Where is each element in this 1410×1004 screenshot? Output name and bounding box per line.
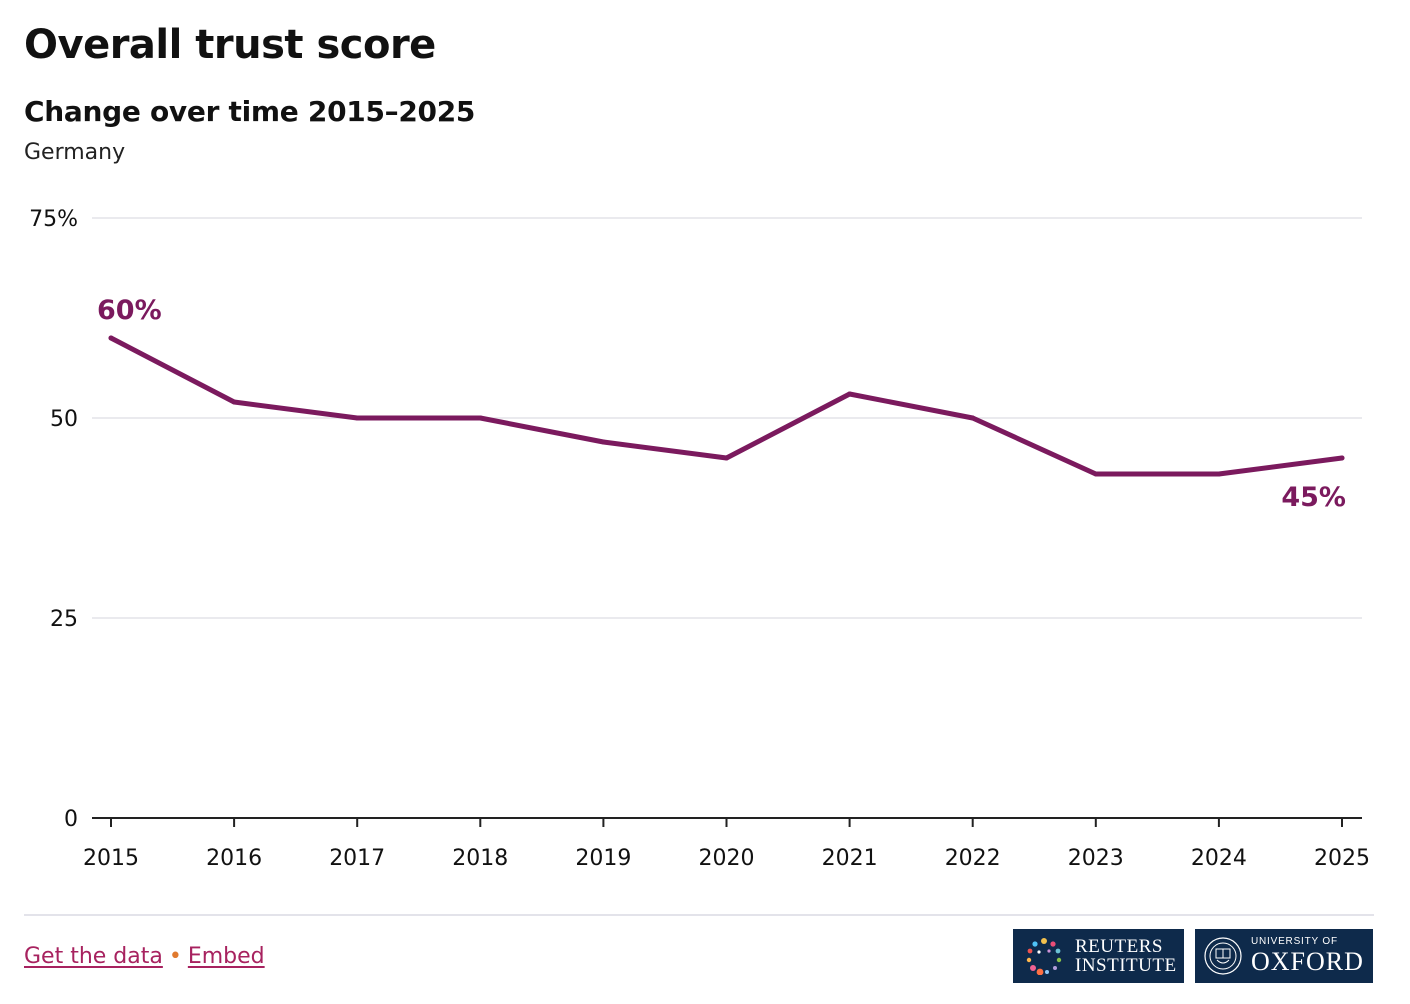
data-point [1093,471,1099,477]
x-tick-label: 2023 [1068,846,1124,871]
trust-score-line [108,335,1345,477]
get-the-data-link[interactable]: Get the data [24,944,163,969]
data-point [1216,471,1222,477]
x-tick-label: 2022 [945,846,1001,871]
oxford-crest-icon [1204,937,1242,975]
x-tick-label: 2019 [575,846,631,871]
label-layer: 60% 45% [97,295,1346,513]
data-point [970,415,976,421]
axis-layer: 0 25 50 75% 2015 2016 2017 2018 2019 2020 2021 2022… [29,207,1370,871]
x-tick-label: 2024 [1191,846,1247,871]
university-of-oxford-logo[interactable]: UNIVERSITY OF OXFORD [1195,929,1373,983]
line-chart: 0 25 50 75% 2015 2016 2017 2018 2019 2020 2021 2022… [29,207,1370,871]
grid-layer [92,217,1362,619]
embed-link[interactable]: Embed [187,944,265,969]
data-point [231,399,237,405]
data-point [354,415,360,421]
footer-divider [24,914,1374,916]
reuters-logo-line2: INSTITUTE [1075,955,1177,976]
chart-country-label: Germany [24,140,126,165]
data-point [108,335,114,341]
data-point [477,415,483,421]
footer-links: Get the data • Embed [24,944,265,969]
y-tick-label: 0 [64,807,78,832]
oxford-logo-text: UNIVERSITY OF OXFORD [1251,937,1364,975]
data-label: 60% [97,295,162,326]
x-tick-label: 2018 [452,846,508,871]
x-tick-label: 2021 [822,846,878,871]
data-point [1339,455,1345,461]
reuters-institute-logo[interactable]: REUTERS INSTITUTE [1013,929,1184,983]
x-tick-label: 2015 [83,846,139,871]
chart-subtitle: Change over time 2015–2025 [24,95,476,128]
x-tick-label: 2017 [329,846,385,871]
x-tick-label: 2020 [699,846,755,871]
reuters-logo-text: REUTERS INSTITUTE [1075,937,1177,975]
reuters-dots-icon [1026,938,1062,975]
data-point [724,455,729,461]
footer-separator: • [168,944,182,969]
oxford-logo-line2: OXFORD [1251,947,1364,976]
y-tick-label: 75% [29,207,78,232]
data-point [847,391,853,397]
oxford-logo-line1: UNIVERSITY OF [1251,936,1338,947]
y-tick-label: 50 [50,407,78,432]
data-label: 45% [1281,482,1346,513]
series-layer [108,335,1345,477]
x-tick-label: 2016 [206,846,262,871]
chart-title: Overall trust score [24,22,436,68]
y-tick-label: 25 [50,607,78,632]
x-tick-label: 2025 [1314,846,1370,871]
data-point [600,439,606,445]
reuters-logo-line1: REUTERS [1075,936,1163,957]
